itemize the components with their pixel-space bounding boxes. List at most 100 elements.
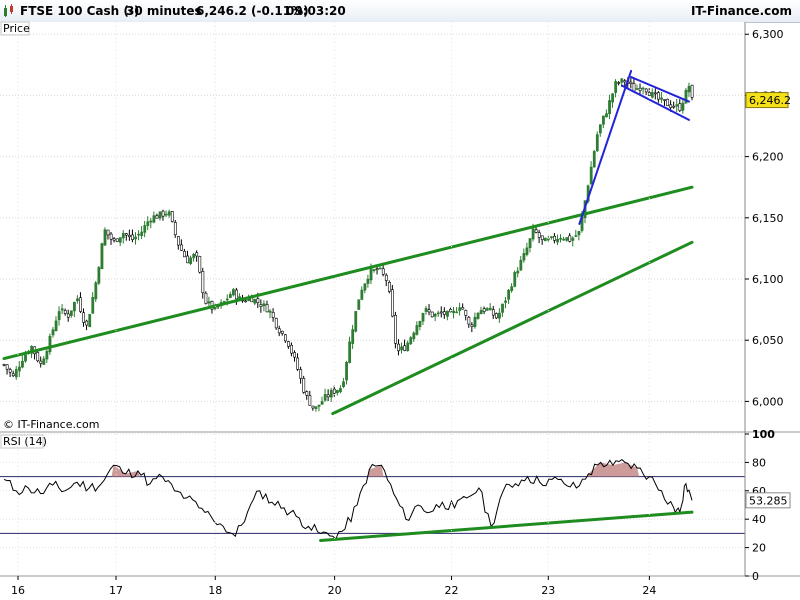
price-candle-body (137, 233, 141, 236)
timeframe-label[interactable]: 30 minutes (126, 4, 202, 18)
price-candle-body (146, 221, 150, 226)
price-candle-body (372, 269, 376, 272)
price-candle-body (476, 312, 480, 319)
price-candle-body (244, 300, 248, 303)
price-candle-body (635, 88, 639, 90)
price-candle-body (629, 81, 633, 84)
price-candle-body (510, 286, 514, 291)
price-candle-body (320, 401, 324, 405)
rsi-panel-label-box: RSI (14) (0, 434, 47, 449)
price-candle-body (109, 233, 113, 240)
price-candle-body (259, 304, 263, 307)
price-panel (0, 22, 745, 432)
price-change: 6,246.2 (-0.11%) (196, 4, 309, 18)
price-candle-body (170, 211, 174, 222)
last-rsi-marker: 53.285 (745, 492, 791, 509)
price-candle-body (88, 314, 92, 328)
price-candle-body (24, 354, 27, 362)
price-candle-body (387, 282, 391, 292)
price-candle-body (452, 310, 455, 314)
price-candle-body (128, 234, 131, 237)
price-candle-body (152, 215, 156, 223)
price-candle-body (589, 166, 593, 185)
price-candle-body (39, 360, 43, 364)
price-candle-body (513, 272, 517, 287)
price-candle-body (439, 311, 443, 314)
price-candle-body (540, 235, 544, 240)
price-candle-body (470, 324, 474, 327)
price-candle-body (415, 325, 419, 335)
price-candle-body (672, 105, 676, 108)
time-tick-label: 24 (642, 584, 656, 597)
price-candle-body (161, 210, 165, 217)
price-candle-body (167, 211, 171, 216)
price-candle-body (134, 236, 137, 240)
price-tick-label: 6,100 (752, 273, 784, 286)
rsi-tick-label: 0 (752, 570, 759, 583)
price-candle-body (5, 364, 9, 370)
price-candle-body (632, 83, 636, 92)
price-candle-body (176, 236, 180, 246)
price-candle-body (412, 332, 416, 340)
price-candle-body (51, 329, 55, 336)
price-candle-body (531, 228, 535, 240)
price-candle-body (256, 298, 260, 304)
price-trendline (2, 185, 694, 361)
price-candle-body (66, 313, 70, 318)
price-candle-body (293, 352, 296, 358)
price-candle-body (678, 103, 682, 111)
price-candle-body (302, 378, 306, 393)
price-candle-body (186, 255, 189, 264)
price-candle-body (204, 292, 208, 304)
brand-logo-text: IT-Finance.com (690, 4, 792, 18)
price-trendline (630, 76, 690, 103)
price-candle-body (663, 99, 666, 101)
price-candle-body (495, 313, 498, 319)
price-candle-body (121, 233, 125, 239)
price-candle-body (528, 238, 532, 249)
price-candle-body (348, 341, 352, 364)
price-candle-body (650, 92, 654, 98)
price-candle-body (235, 289, 238, 300)
price-candle-body (118, 237, 122, 243)
price-candle-body (299, 369, 303, 379)
price-candle-body (491, 309, 495, 316)
price-candle-body (8, 369, 12, 373)
price-panel-title: Price (3, 22, 30, 35)
price-candle-body (253, 298, 257, 304)
last-rsi-label: 53.285 (749, 494, 788, 507)
price-candle-body (433, 313, 437, 317)
price-candle-body (94, 282, 98, 300)
price-candle-body (660, 97, 663, 100)
price-grid (0, 33, 745, 402)
price-candle-body (232, 289, 235, 296)
price-candle-body (375, 268, 379, 271)
time-axis-ticks[interactable]: 16 17 18 20 22 23 24 (11, 22, 656, 597)
last-price-marker: 6,246.2 (745, 92, 791, 109)
price-candle-body (522, 253, 526, 261)
price-candle-body (189, 257, 193, 264)
price-candle-body (225, 298, 229, 301)
price-tick-label: 6,150 (752, 212, 784, 225)
price-candle-body (97, 267, 101, 284)
price-candle-body (443, 311, 446, 315)
price-candle-body (550, 236, 553, 239)
price-panel-label-box: Price (0, 21, 30, 36)
price-candle-body (394, 315, 397, 344)
price-candle-body (201, 271, 205, 294)
price-candle-body (641, 87, 645, 90)
price-candle-body (274, 318, 278, 329)
price-candle-body (421, 312, 425, 322)
candlestick-icon (4, 4, 13, 17)
price-candle-body (562, 238, 566, 241)
price-tick-label: 6,000 (752, 395, 784, 408)
price-candle-body (623, 80, 627, 83)
price-candle-body (164, 213, 168, 216)
price-tick-label: 6,300 (752, 28, 784, 41)
price-candle-body (265, 304, 269, 313)
time-tick-label: 18 (208, 584, 222, 597)
price-candle-body (464, 310, 468, 316)
price-candle-body (332, 388, 336, 394)
